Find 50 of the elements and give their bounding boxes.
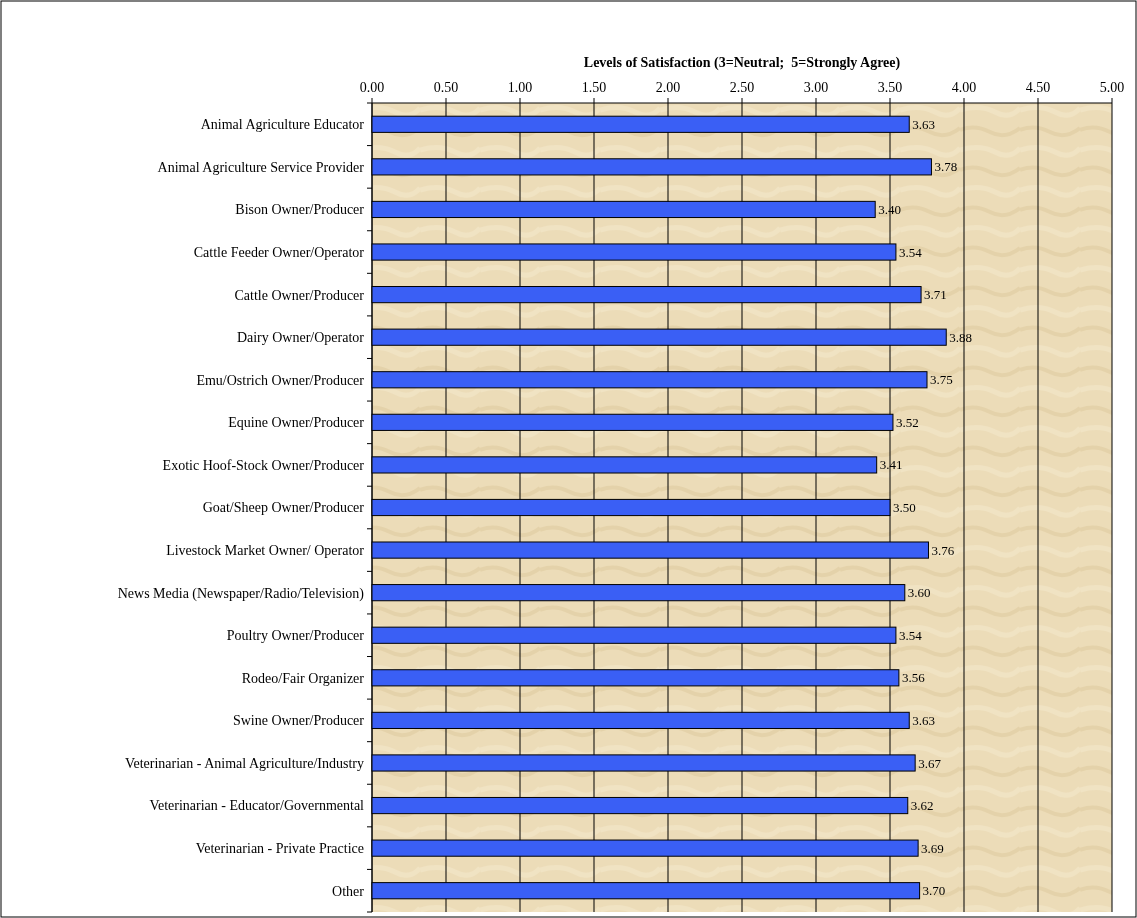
x-tick-label: 5.00 bbox=[1099, 80, 1125, 95]
x-axis-title: Levels of Satisfaction (3=Neutral; 5=Strongly Agree) bbox=[583, 55, 901, 71]
y-tick-label: Swine Owner/Producer bbox=[232, 713, 365, 729]
data-label: 3.56 bbox=[901, 670, 926, 686]
data-label: 3.71 bbox=[924, 287, 947, 303]
data-label: 3.76 bbox=[931, 542, 955, 558]
y-tick-label: Veterinarian - Animal Agriculture/Industry bbox=[124, 755, 364, 771]
y-tick-label: Veterinarian - Private Practice bbox=[195, 841, 364, 857]
y-tick-label: Cattle Feeder Owner/Operator bbox=[193, 244, 365, 260]
x-tick-label: 0.00 bbox=[359, 80, 385, 95]
x-tick-label: 1.50 bbox=[581, 80, 607, 95]
y-tick-label: Livestock Market Owner/ Operator bbox=[166, 542, 365, 558]
data-label: 3.70 bbox=[922, 883, 946, 899]
data-label: 3.54 bbox=[898, 244, 923, 260]
y-tick-label: Animal Agriculture Educator bbox=[200, 117, 365, 133]
y-tick-label: Veterinarian - Educator/Governmental bbox=[149, 798, 365, 814]
x-tick-label: 3.00 bbox=[803, 80, 829, 95]
y-tick-label: Dairy Owner/Operator bbox=[236, 330, 365, 346]
y-tick-label: Animal Agriculture Service Provider bbox=[157, 159, 365, 175]
y-tick-label: Bison Owner/Producer bbox=[235, 202, 365, 218]
x-tick-label: 2.50 bbox=[729, 80, 755, 95]
x-tick-label: 2.00 bbox=[655, 80, 681, 95]
data-label: 3.78 bbox=[934, 159, 958, 175]
y-tick-label: Emu/Ostrich Owner/Producer bbox=[196, 372, 365, 388]
data-label: 3.41 bbox=[879, 457, 903, 473]
data-label: 3.67 bbox=[918, 755, 942, 771]
data-label: 3.50 bbox=[893, 500, 916, 516]
y-tick-label: Exotic Hoof-Stock Owner/Producer bbox=[162, 457, 365, 473]
data-label: 3.69 bbox=[921, 840, 944, 856]
data-label: 3.40 bbox=[878, 202, 901, 217]
data-label: 3.63 bbox=[912, 712, 935, 728]
y-tick-label: Rodeo/Fair Organizer bbox=[241, 670, 365, 686]
data-label: 3.88 bbox=[949, 329, 972, 345]
y-tick-label: News Media (Newspaper/Radio/Television) bbox=[117, 585, 365, 602]
x-tick-label: 3.50 bbox=[877, 80, 903, 95]
y-tick-label: Equine Owner/Producer bbox=[228, 415, 365, 431]
y-tick-label: Other bbox=[332, 883, 365, 899]
data-label: 3.52 bbox=[895, 414, 919, 430]
y-tick-label: Poultry Owner/Producer bbox=[226, 628, 365, 644]
x-tick-label: 0.50 bbox=[433, 80, 459, 95]
x-tick-label: 4.00 bbox=[951, 80, 977, 95]
data-label: 3.54 bbox=[898, 627, 923, 643]
data-label: 3.60 bbox=[907, 585, 931, 601]
data-label: 3.63 bbox=[912, 116, 935, 132]
y-tick-label: Goat/Sheep Owner/Producer bbox=[202, 500, 365, 516]
x-tick-label: 4.50 bbox=[1025, 80, 1051, 95]
x-tick-label: 1.00 bbox=[507, 80, 533, 95]
y-tick-label: Cattle Owner/Producer bbox=[234, 287, 365, 303]
data-label: 3.75 bbox=[930, 372, 953, 388]
data-label: 3.62 bbox=[910, 798, 934, 814]
